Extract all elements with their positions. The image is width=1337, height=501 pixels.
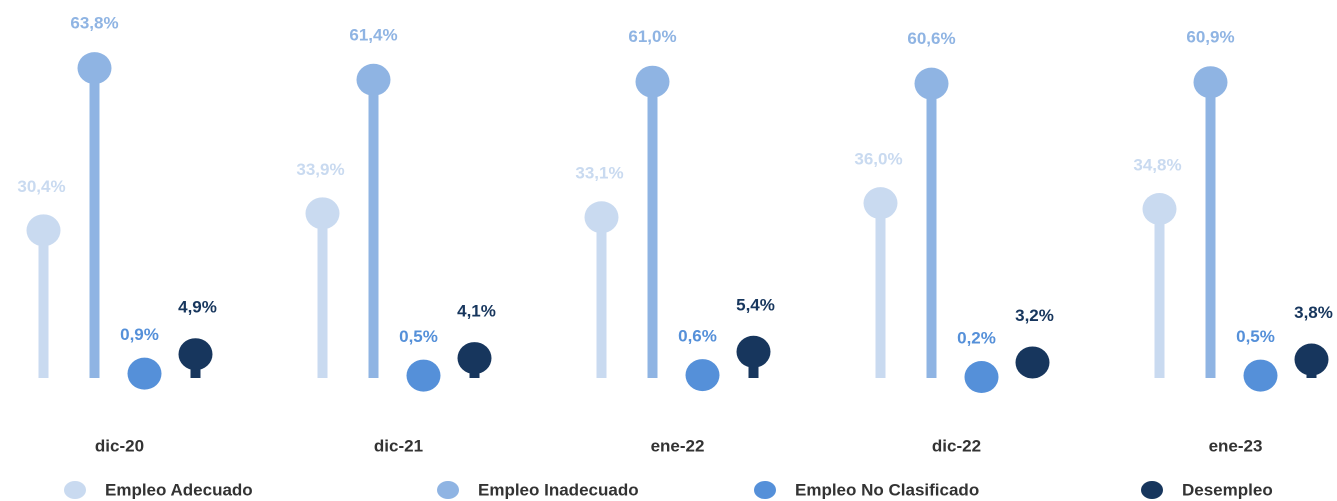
lollipop <box>26 214 61 378</box>
lollipop <box>127 357 162 390</box>
dot <box>356 63 391 96</box>
data-label: 0,6% <box>678 327 717 346</box>
stem <box>1154 208 1165 378</box>
x-tick-label: ene-22 <box>651 436 705 455</box>
lollipop <box>305 197 340 378</box>
data-label: 36,0% <box>854 150 902 169</box>
data-label: 33,9% <box>296 160 344 179</box>
lollipop <box>1294 343 1329 378</box>
dot <box>1243 359 1278 392</box>
stem <box>647 81 658 378</box>
legend-marker <box>64 481 86 499</box>
data-label: 60,6% <box>907 29 955 48</box>
data-label: 0,2% <box>957 329 996 348</box>
dot <box>406 359 441 392</box>
data-label: 61,0% <box>628 27 676 46</box>
legend-marker <box>754 481 776 499</box>
lollipop <box>457 342 492 378</box>
legend-label: Empleo No Clasificado <box>795 480 979 499</box>
stem <box>596 217 607 378</box>
dot <box>1142 192 1177 225</box>
dot <box>964 361 999 394</box>
lollipop <box>178 338 213 378</box>
dot <box>178 338 213 371</box>
lollipop <box>964 361 999 394</box>
data-label: 30,4% <box>17 177 65 196</box>
dot <box>1294 343 1329 376</box>
lollipop <box>635 65 670 378</box>
lollipop <box>77 52 112 378</box>
stem <box>38 230 49 378</box>
data-label: 5,4% <box>736 295 775 314</box>
dot <box>635 65 670 98</box>
lollipop <box>914 67 949 379</box>
x-tick-label: ene-23 <box>1209 436 1263 455</box>
dot <box>914 67 949 100</box>
lollipop <box>863 187 898 378</box>
stem <box>317 213 328 378</box>
data-label: 61,4% <box>349 25 397 44</box>
dot <box>26 214 61 247</box>
legend-label: Empleo Inadecuado <box>478 480 639 499</box>
lollipop <box>1015 346 1050 379</box>
dot <box>1015 346 1050 379</box>
data-label: 4,1% <box>457 302 496 321</box>
legend-label: Empleo Adecuado <box>105 480 253 499</box>
legend-label: Desempleo <box>1182 480 1273 499</box>
legend-marker <box>1141 481 1163 499</box>
data-label: 34,8% <box>1133 155 1181 174</box>
lollipop <box>584 201 619 378</box>
data-label: 63,8% <box>70 14 118 33</box>
data-label: 33,1% <box>575 164 623 183</box>
lollipop <box>356 63 391 379</box>
lollipop <box>685 359 720 392</box>
lollipop <box>406 359 441 392</box>
stem <box>875 203 886 378</box>
stem <box>89 68 100 378</box>
data-label: 0,9% <box>120 325 159 344</box>
lollipop <box>1142 192 1177 378</box>
dot <box>685 359 720 392</box>
data-label: 0,5% <box>399 327 438 346</box>
x-tick-label: dic-22 <box>932 436 981 455</box>
stem <box>1205 82 1216 378</box>
data-label: 4,9% <box>178 298 217 317</box>
dot <box>584 201 619 234</box>
lollipop <box>1243 359 1278 392</box>
dot <box>1193 66 1228 99</box>
dot <box>127 357 162 390</box>
dot <box>863 187 898 220</box>
data-label: 3,2% <box>1015 306 1054 325</box>
dot <box>305 197 340 230</box>
stem <box>926 83 937 379</box>
lollipop <box>1193 66 1228 378</box>
dot <box>77 52 112 85</box>
dot <box>736 335 771 368</box>
legend-marker <box>437 481 459 499</box>
data-label: 0,5% <box>1236 327 1275 346</box>
stem <box>368 79 379 379</box>
x-tick-label: dic-20 <box>95 436 144 455</box>
lollipop <box>736 335 771 378</box>
data-label: 3,8% <box>1294 303 1333 322</box>
data-label: 60,9% <box>1186 28 1234 47</box>
dot <box>457 342 492 375</box>
x-tick-label: dic-21 <box>374 436 423 455</box>
